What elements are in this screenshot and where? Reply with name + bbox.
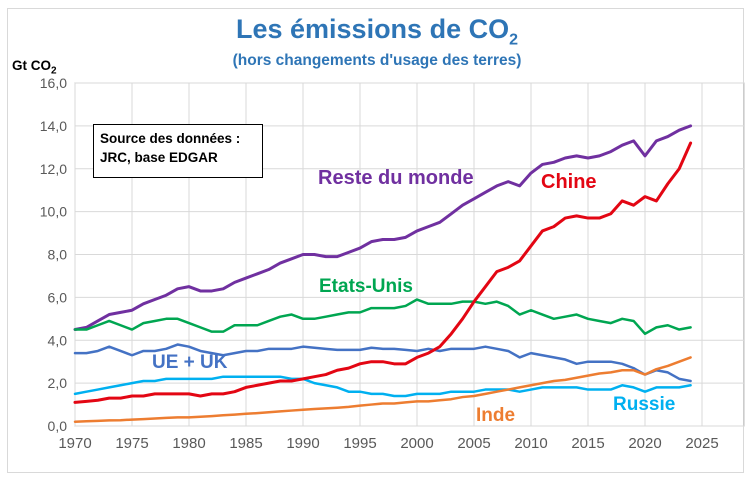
svg-text:2015: 2015 (571, 435, 604, 452)
svg-text:2020: 2020 (628, 435, 661, 452)
svg-text:2005: 2005 (457, 435, 490, 452)
svg-text:2000: 2000 (400, 435, 433, 452)
svg-text:1970: 1970 (58, 435, 91, 452)
svg-text:16,0: 16,0 (40, 75, 67, 91)
svg-text:Etats-Unis: Etats-Unis (319, 276, 413, 297)
svg-text:2010: 2010 (514, 435, 547, 452)
svg-text:Reste du monde: Reste du monde (318, 167, 474, 189)
svg-text:6,0: 6,0 (48, 289, 68, 305)
svg-text:10,0: 10,0 (40, 204, 67, 220)
svg-text:UE + UK: UE + UK (152, 352, 228, 373)
svg-text:1990: 1990 (286, 435, 319, 452)
svg-text:1985: 1985 (229, 435, 262, 452)
svg-text:1980: 1980 (172, 435, 205, 452)
svg-text:Inde: Inde (476, 405, 515, 426)
svg-text:Chine: Chine (541, 171, 597, 193)
svg-text:0,0: 0,0 (48, 418, 68, 434)
svg-text:2025: 2025 (685, 435, 718, 452)
svg-text:14,0: 14,0 (40, 118, 67, 134)
svg-text:4,0: 4,0 (48, 332, 68, 348)
svg-text:8,0: 8,0 (48, 247, 68, 263)
svg-text:1995: 1995 (343, 435, 376, 452)
svg-text:Russie: Russie (613, 394, 675, 415)
svg-text:2,0: 2,0 (48, 375, 68, 391)
svg-text:1975: 1975 (115, 435, 148, 452)
svg-text:12,0: 12,0 (40, 161, 67, 177)
